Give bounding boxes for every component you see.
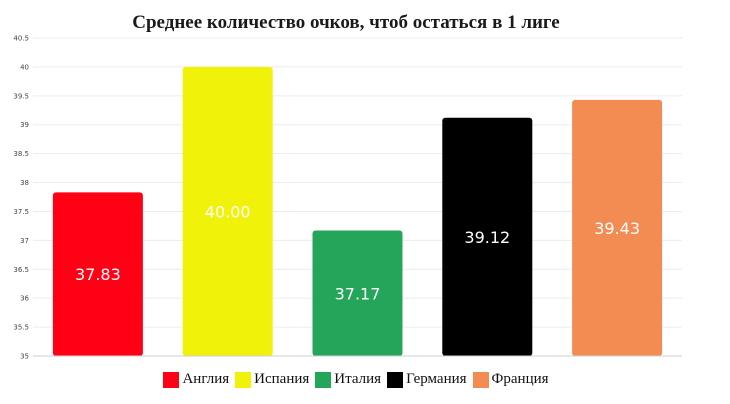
- y-axis-ticks: 35 35.5 36 36.5 37 37.5 38 38.5 39 39.5 40 40.5: [13, 35, 29, 361]
- legend-item: Франция: [472, 371, 549, 388]
- legend-swatch: [472, 371, 489, 388]
- legend: Англия Испания Италия Германия Франция: [0, 371, 712, 388]
- y-tick-label: 35.5: [13, 324, 29, 332]
- data-label: 40.00: [205, 202, 251, 221]
- legend-label: Испания: [254, 371, 310, 387]
- legend-swatch: [235, 371, 252, 388]
- legend-item: Англия: [163, 371, 229, 388]
- data-label: 39.12: [464, 228, 510, 247]
- bar-5: [572, 99, 663, 357]
- bars: [52, 66, 663, 357]
- bar-3: [312, 230, 403, 356]
- legend-label: Италия: [334, 371, 382, 387]
- y-tick-label: 39.5: [13, 92, 29, 100]
- legend-item: Италия: [315, 371, 381, 388]
- y-tick-label: 40: [20, 63, 29, 71]
- bar-2: [182, 66, 273, 356]
- legend-label: Англия: [182, 371, 230, 387]
- bar-1: [52, 192, 143, 356]
- y-tick-label: 40.5: [13, 35, 29, 43]
- legend-item: Германия: [387, 371, 467, 388]
- data-label: 39.43: [594, 219, 640, 238]
- y-tick-label: 38: [20, 179, 29, 187]
- legend-swatch: [163, 371, 180, 388]
- bar-4: [442, 117, 533, 356]
- data-label: 37.17: [335, 284, 381, 303]
- legend-label: Германия: [406, 371, 467, 387]
- legend-item: Испания: [235, 371, 309, 388]
- legend-label: Франция: [491, 371, 549, 387]
- y-tick-label: 37.5: [13, 208, 29, 216]
- chart-title: Среднее количество очков, чтоб остаться …: [132, 12, 560, 33]
- y-tick-label: 39: [20, 121, 29, 129]
- y-tick-label: 36.5: [13, 266, 29, 274]
- legend-swatch: [387, 371, 404, 388]
- legend-swatch: [315, 371, 332, 388]
- data-labels: 37.83 40.00 37.17 39.12 39.43: [75, 202, 640, 303]
- data-label: 37.83: [75, 265, 121, 284]
- y-tick-label: 38.5: [13, 150, 29, 158]
- y-tick-label: 37: [20, 237, 29, 245]
- y-tick-label: 35: [20, 353, 29, 361]
- y-tick-label: 36: [20, 295, 29, 303]
